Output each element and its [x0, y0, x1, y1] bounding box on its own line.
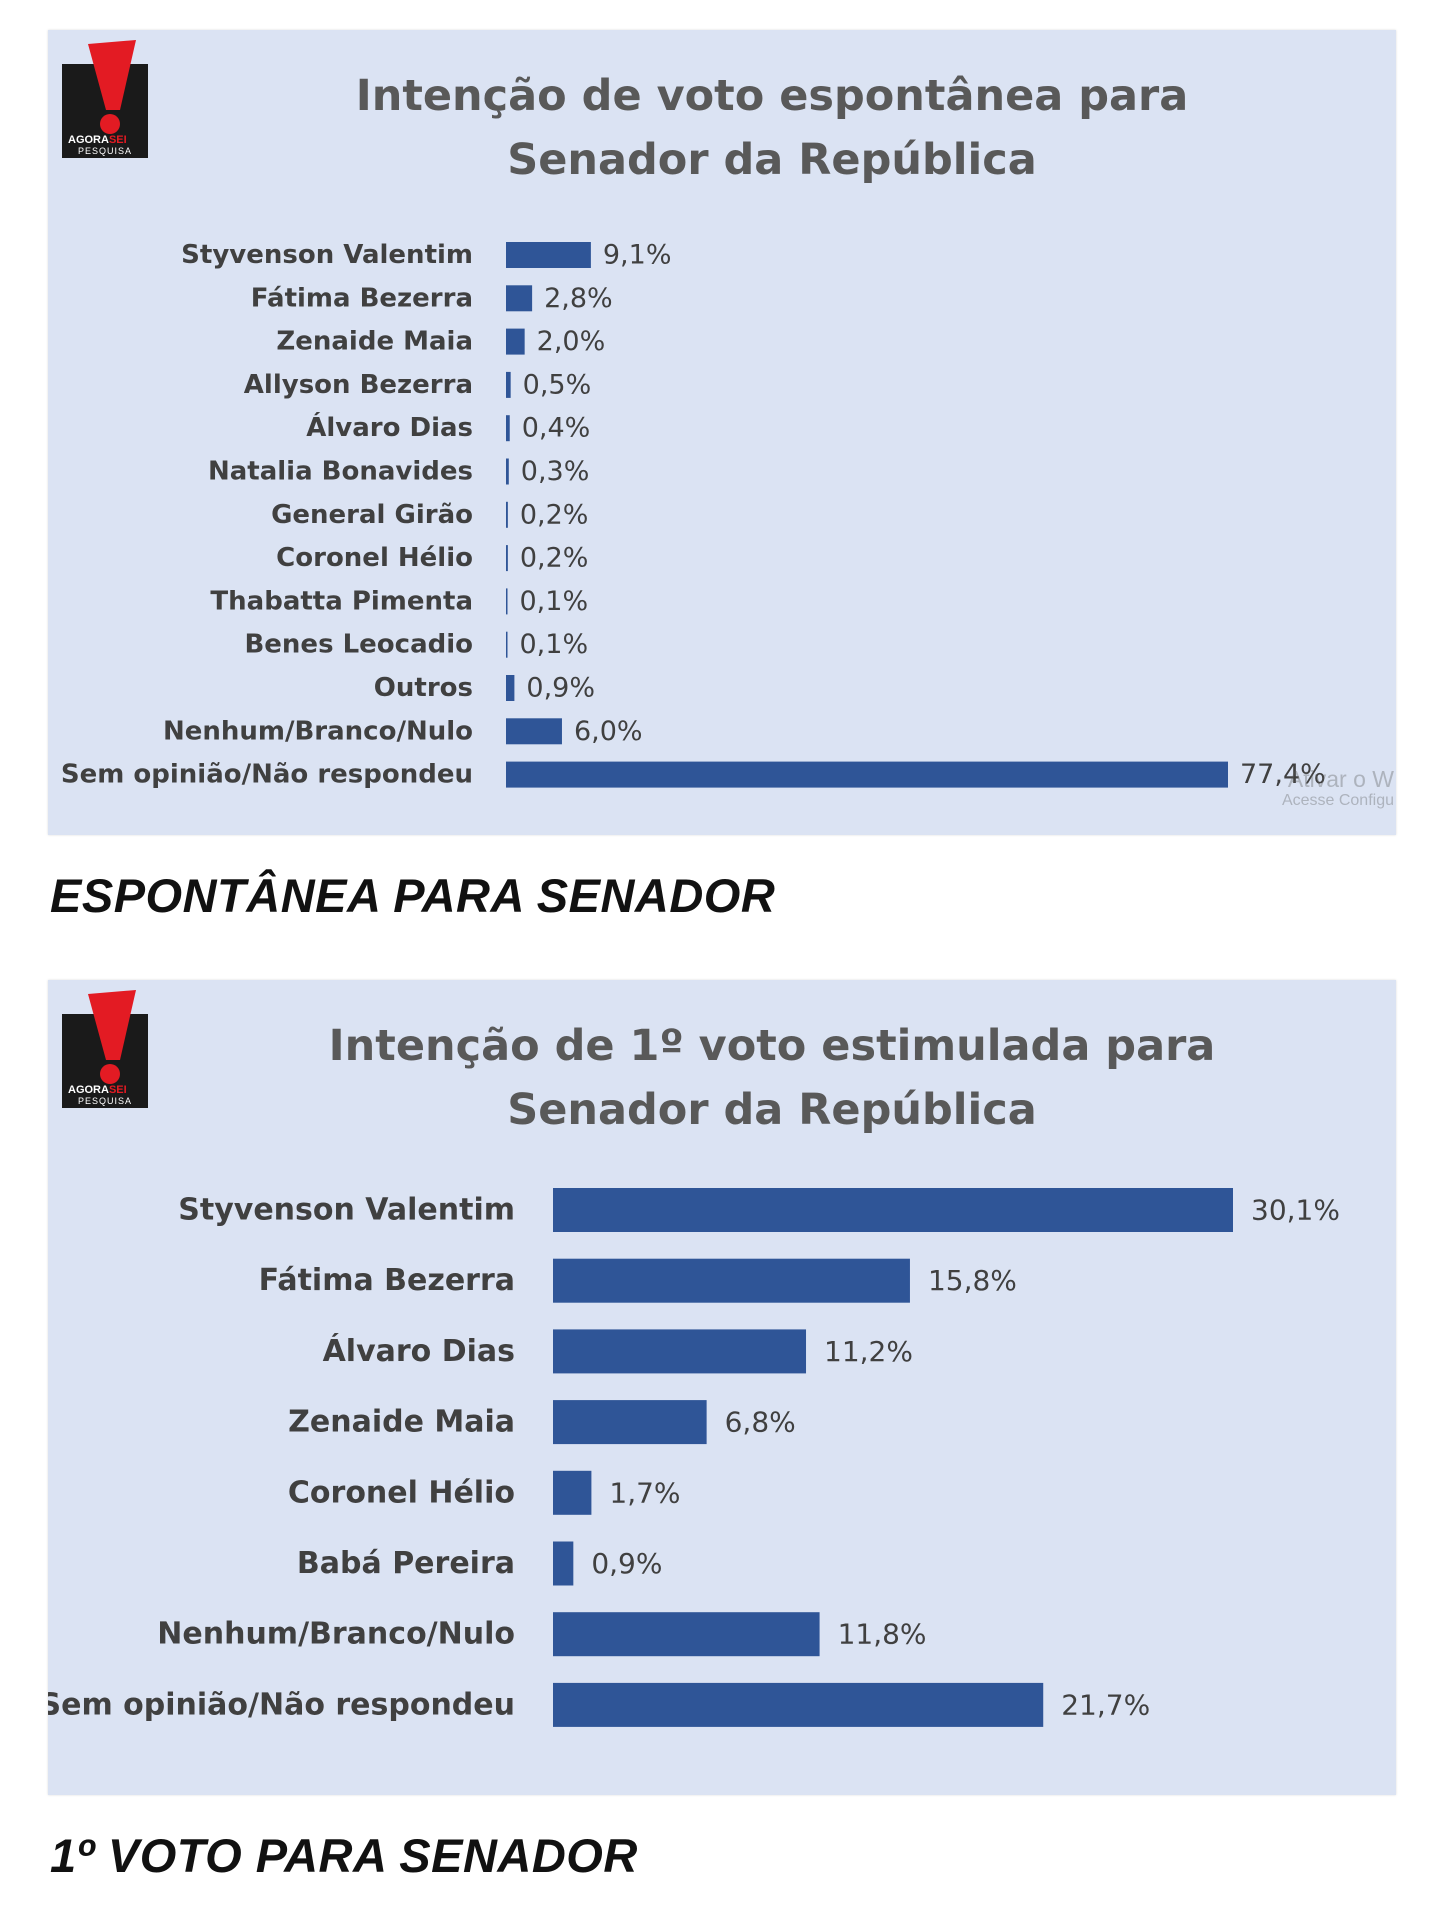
- bar-chart-spontaneous: Styvenson Valentim 9,1% Fátima Bezerra 2,8%…: [61, 240, 1326, 790]
- watermark-line1: Ativar o W: [1287, 766, 1394, 792]
- category-label: Álvaro Dias: [323, 1333, 515, 1369]
- watermark-line2: Acesse Configu: [1281, 792, 1394, 809]
- bar: [553, 1682, 1044, 1727]
- category-label: Styvenson Valentim: [178, 1193, 515, 1228]
- bar: [506, 545, 508, 572]
- bar: [553, 1329, 807, 1374]
- bar-chart-stimulated: Styvenson Valentim 30,1% Fátima Bezerra 15,…: [48, 1188, 1340, 1727]
- category-label: Sem opinião/Não respondeu: [61, 760, 473, 790]
- value-label: 0,9%: [591, 1547, 662, 1580]
- caption-stimulated: 1º VOTO PARA SENADOR: [50, 1829, 638, 1882]
- bar: [506, 242, 591, 268]
- bar: [553, 1400, 707, 1445]
- logo-exclamation: [88, 990, 136, 1060]
- value-label: 2,8%: [544, 283, 613, 314]
- logo-text-bottom: PESQUISA: [78, 1096, 132, 1106]
- category-label: Benes Leocadio: [244, 630, 473, 660]
- svg-text:AGORASEI: AGORASEI: [68, 134, 127, 146]
- bar: [506, 458, 509, 485]
- logo-exclamation: [88, 40, 136, 110]
- chart-title-line1: Intenção de 1º voto estimulada para: [328, 1021, 1216, 1071]
- category-label: Thabatta Pimenta: [210, 586, 473, 616]
- logo-exclamation-dot: [100, 114, 120, 134]
- bar: [553, 1612, 820, 1657]
- value-label: 1,7%: [609, 1476, 680, 1509]
- value-label: 0,2%: [520, 543, 589, 574]
- logo-text-bottom: PESQUISA: [78, 146, 132, 156]
- value-label: 11,2%: [824, 1335, 913, 1368]
- chart-title: Intenção de voto espontânea para Senador…: [248, 64, 1296, 192]
- category-label: Allyson Bezerra: [244, 370, 473, 400]
- value-label: 6,8%: [725, 1406, 796, 1439]
- category-label: Nenhum/Branco/Nulo: [157, 1617, 515, 1652]
- value-label: 0,3%: [521, 456, 590, 487]
- value-label: 0,2%: [520, 499, 589, 530]
- bar: [506, 631, 508, 658]
- bar: [553, 1258, 910, 1303]
- value-label: 30,1%: [1251, 1194, 1340, 1227]
- value-label: 21,7%: [1061, 1688, 1150, 1721]
- value-label: 2,0%: [537, 326, 606, 357]
- value-label: 6,0%: [574, 716, 643, 747]
- caption-spontaneous: ESPONTÂNEA PARA SENADOR: [50, 869, 776, 922]
- chart-title-line2: Senador da República: [507, 135, 1037, 185]
- bar: [553, 1541, 574, 1586]
- logo-text-accent: SEI: [109, 134, 127, 146]
- bar: [506, 588, 508, 615]
- bar: [553, 1470, 592, 1515]
- category-label: Fátima Bezerra: [251, 283, 473, 313]
- category-label: Zenaide Maia: [276, 327, 473, 357]
- agorasei-logo: AGORASEI PESQUISA: [62, 990, 148, 1108]
- svg-text:AGORASEI: AGORASEI: [68, 1084, 127, 1096]
- category-label: Coronel Hélio: [276, 543, 473, 573]
- logo-text-accent: SEI: [109, 1084, 127, 1096]
- category-label: Styvenson Valentim: [181, 240, 473, 270]
- bar: [506, 675, 515, 701]
- logo-text-top: AGORA: [68, 134, 109, 146]
- bar: [506, 285, 533, 312]
- chart-title: Intenção de 1º voto estimulada para Sena…: [248, 1014, 1296, 1142]
- category-label: Coronel Hélio: [288, 1475, 515, 1510]
- logo-exclamation-dot: [100, 1064, 120, 1084]
- bar: [506, 371, 511, 398]
- chart-title-line1: Intenção de voto espontânea para: [355, 71, 1189, 121]
- value-label: 77,4%: [1240, 759, 1326, 790]
- bar: [506, 761, 1228, 788]
- category-label: Zenaide Maia: [288, 1405, 515, 1440]
- value-label: 0,1%: [520, 629, 589, 660]
- bar: [506, 501, 508, 528]
- bar: [506, 415, 510, 442]
- value-label: 9,1%: [603, 240, 672, 271]
- category-label: Natalia Bonavides: [208, 457, 473, 487]
- value-label: 15,8%: [928, 1264, 1017, 1297]
- value-label: 0,5%: [523, 369, 592, 400]
- chart-title-line2: Senador da República: [507, 1085, 1037, 1135]
- agorasei-logo: AGORASEI PESQUISA: [62, 40, 148, 158]
- category-label: Outros: [374, 673, 473, 703]
- windows-activation-watermark: Ativar o W Acesse Configu: [1281, 766, 1394, 811]
- chart-panel-spontaneous: AGORASEI PESQUISA Intenção de voto espon…: [48, 30, 1396, 835]
- value-label: 0,1%: [520, 586, 589, 617]
- category-label: Sem opinião/Não respondeu: [48, 1687, 515, 1722]
- category-label: General Girão: [271, 500, 473, 530]
- value-label: 0,4%: [522, 413, 591, 444]
- category-label: Babá Pereira: [297, 1546, 515, 1581]
- value-label: 0,9%: [526, 673, 595, 704]
- category-label: Álvaro Dias: [306, 411, 473, 443]
- bar: [553, 1188, 1233, 1232]
- chart-panel-stimulated: AGORASEI PESQUISA Intenção de 1º voto es…: [48, 980, 1396, 1795]
- bar: [506, 718, 562, 745]
- logo-text-top: AGORA: [68, 1084, 109, 1096]
- bar: [506, 328, 525, 355]
- category-label: Nenhum/Branco/Nulo: [163, 716, 473, 746]
- category-label: Fátima Bezerra: [259, 1263, 515, 1298]
- value-label: 11,8%: [838, 1618, 927, 1651]
